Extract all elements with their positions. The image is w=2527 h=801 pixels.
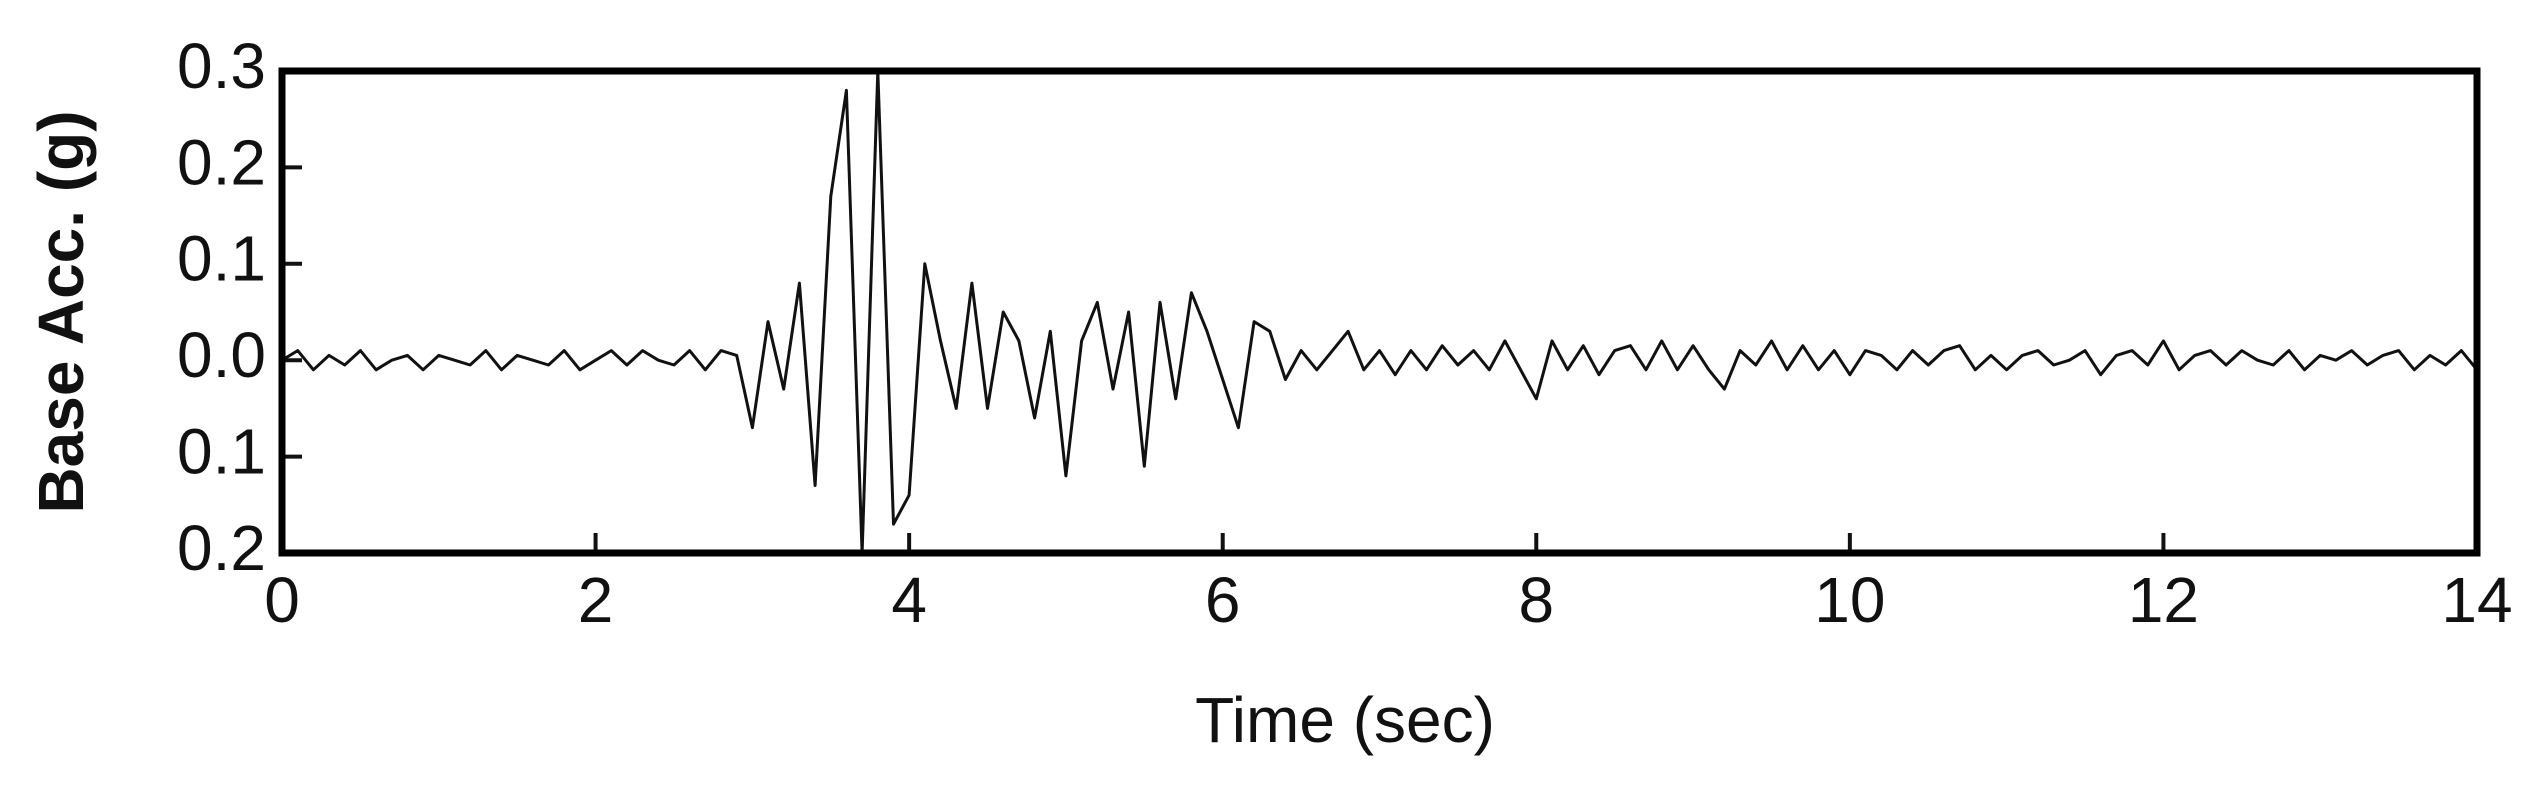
y-tick-label: 0.1 — [177, 416, 266, 488]
y-tick-label: 0.2 — [177, 512, 266, 584]
series-line — [281, 69, 2479, 555]
y-tick-label: 0.2 — [177, 126, 266, 198]
x-tick-label: 10 — [1814, 564, 1885, 636]
x-tick-label: 4 — [891, 564, 927, 636]
x-tick-label: 2 — [578, 564, 614, 636]
x-tick-label: 12 — [2128, 564, 2199, 636]
x-tick-label: 0 — [264, 564, 300, 636]
x-tick-label: 6 — [1205, 564, 1241, 636]
y-tick-label: 0.3 — [177, 30, 266, 102]
x-axis-label: Time (sec) — [1195, 684, 1495, 756]
x-tick-label: 8 — [1518, 564, 1554, 636]
y-axis-label: Base Acc. (g) — [25, 110, 97, 513]
plot-frame — [278, 67, 2481, 557]
y-tick-label: 0.0 — [177, 319, 266, 391]
y-tick-label: 0.1 — [177, 223, 266, 295]
x-tick-label: 14 — [2441, 564, 2512, 636]
